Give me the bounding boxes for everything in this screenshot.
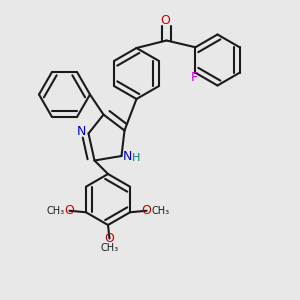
Text: H: H [132, 153, 141, 164]
Text: O: O [105, 232, 114, 245]
Text: CH₃: CH₃ [151, 206, 169, 216]
Text: O: O [142, 204, 152, 217]
Text: O: O [64, 204, 74, 217]
Text: N: N [77, 125, 87, 139]
Text: O: O [160, 14, 170, 28]
Text: CH₃: CH₃ [47, 206, 65, 216]
Text: CH₃: CH₃ [100, 243, 118, 253]
Text: N: N [123, 150, 132, 163]
Text: F: F [190, 71, 197, 84]
